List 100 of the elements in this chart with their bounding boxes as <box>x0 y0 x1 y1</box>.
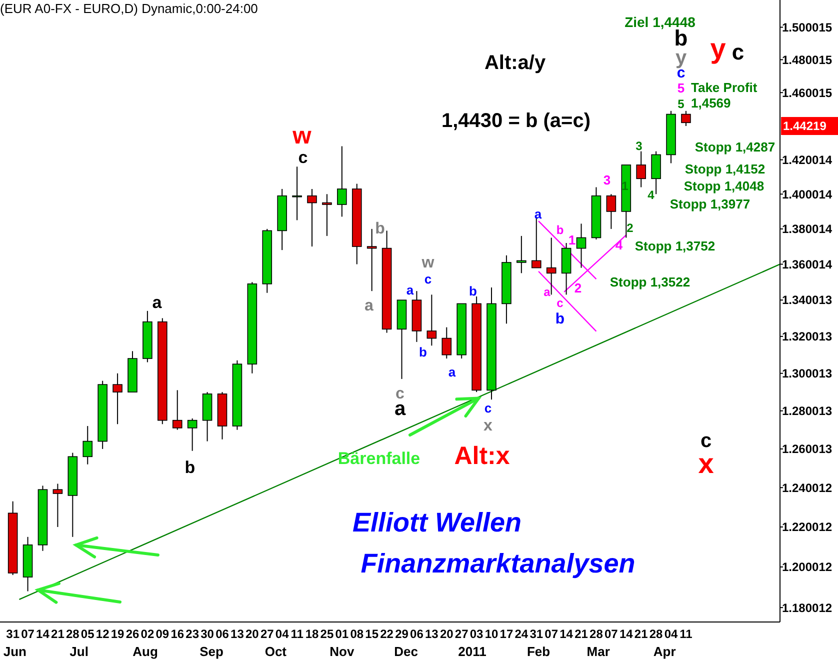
annotation: c <box>732 40 744 65</box>
annotation: 4 <box>648 188 655 202</box>
y-tick-label: 1.200012 <box>782 560 832 574</box>
x-tick-label: 21 <box>574 627 588 641</box>
candlestick <box>516 235 526 274</box>
x-tick-label: 19 <box>110 627 125 641</box>
x-tick-label: 11 <box>290 627 304 641</box>
x2-tick-label: Jun <box>3 644 27 659</box>
x-tick-label: 13 <box>424 627 439 641</box>
x-tick-label: 04 <box>275 627 290 641</box>
annotation: b <box>375 220 386 238</box>
annotation: b <box>469 284 478 299</box>
y-tick-label: 1.500015 <box>782 20 832 34</box>
annotation: c <box>556 296 564 310</box>
x2-tick-label: Apr <box>653 644 676 659</box>
x-tick-label: 20 <box>245 627 260 641</box>
annotation: w <box>292 122 312 150</box>
annotation: Stopp 1,4287 <box>694 140 776 155</box>
annotation: x <box>484 418 493 435</box>
annotation: 3 <box>636 139 643 154</box>
x2-tick-label: Dec <box>394 644 418 659</box>
x2-tick-label: Mar <box>586 644 610 659</box>
x-tick-label: 14 <box>36 627 50 641</box>
annotation: w <box>420 254 435 272</box>
y-tick-label: 1.240012 <box>782 480 832 495</box>
annotation: 5 <box>678 97 685 112</box>
y-tick-label: 1.420014 <box>782 152 832 167</box>
candlestick <box>576 223 586 268</box>
x-tick-label: 26 <box>126 627 140 641</box>
x-tick-label: 27 <box>260 627 274 641</box>
y-tick-label: 1.340013 <box>782 293 832 308</box>
y-tick-label: 1.220012 <box>782 520 832 534</box>
candlestick <box>531 218 542 268</box>
annotation: a <box>534 206 542 222</box>
candlestick <box>366 228 377 292</box>
annotation: 1,4430 = b (a=c) <box>442 110 590 132</box>
annotation: Stopp 1,4152 <box>684 162 766 177</box>
candlestick <box>307 188 317 248</box>
annotation: 1 <box>568 232 576 248</box>
annotation: c <box>424 272 432 287</box>
annotation: 2 <box>626 221 634 236</box>
x-tick-label: 24 <box>514 627 528 641</box>
x2-tick-label: Jul <box>70 644 88 659</box>
candlestick <box>187 418 198 452</box>
x-tick-label: 17 <box>500 627 514 641</box>
y-tick-label: 1.360014 <box>782 257 832 272</box>
candlestick <box>442 326 452 360</box>
text: 1.44219 <box>783 119 827 134</box>
candlestick <box>292 166 302 221</box>
candlestick <box>82 426 93 465</box>
x-tick-label: 07 <box>544 627 558 641</box>
x-tick-label: 11 <box>680 627 693 641</box>
y-tick-label: 1.480015 <box>782 52 832 67</box>
x2-tick-label: Oct <box>264 644 288 659</box>
x-tick-label: 28 <box>66 627 80 641</box>
candlestick <box>681 110 691 126</box>
candlestick <box>112 372 122 425</box>
x-tick-label: 31 <box>6 627 20 641</box>
annotation: 3 <box>603 172 611 188</box>
annotation: Take Profit 1,4569 <box>691 80 758 110</box>
x-tick-label: 09 <box>156 627 170 641</box>
annotation: b <box>555 310 565 328</box>
candlestick <box>172 390 182 430</box>
x-tick-label: 10 <box>484 627 498 641</box>
annotation: b <box>419 344 428 360</box>
x-tick-label: 16 <box>170 627 184 641</box>
x-tick-label: 07 <box>604 627 618 641</box>
annotation: a <box>152 292 162 312</box>
x2-tick-label: 2011 <box>458 644 486 659</box>
chart-title: (EUR A0-FX - EURO,D) Dynamic,0:00-24:00 <box>0 1 258 16</box>
annotation: b <box>184 458 196 477</box>
x-tick-label: 31 <box>530 627 544 641</box>
x-tick-label: 05 <box>80 627 95 641</box>
annotation: a <box>364 298 374 315</box>
annotation: a <box>448 364 456 380</box>
candlestick <box>606 194 616 230</box>
x-tick-label: 22 <box>380 627 394 641</box>
annotation: c <box>298 148 308 167</box>
annotation: a <box>544 285 551 300</box>
annotation: Stopp 1,3977 <box>670 196 750 212</box>
x2-tick-label: Feb <box>526 644 550 659</box>
x-tick-label: 25 <box>320 627 334 641</box>
candlestick <box>636 150 646 188</box>
y-tick-label: 1.300013 <box>782 366 832 381</box>
annotation: Stopp 1,3522 <box>610 274 690 290</box>
x-tick-label: 29 <box>395 627 409 641</box>
x-tick-label: 27 <box>454 627 469 641</box>
x-tick-label: 18 <box>305 627 319 641</box>
x2-tick-label: Nov <box>330 644 355 659</box>
candlestick <box>337 146 347 218</box>
x-tick-label: 13 <box>230 627 244 641</box>
y-tick-label: 1.400014 <box>782 187 832 202</box>
annotation: Bärenfalle <box>338 448 420 468</box>
annotation: b <box>556 223 564 238</box>
y-tick-label: 1.280013 <box>782 404 832 418</box>
x-tick-label: 01 <box>335 627 349 641</box>
x-tick-label: 08 <box>350 627 364 641</box>
x-tick-label: 23 <box>186 627 200 641</box>
annotation: 5 <box>677 80 685 96</box>
candlestick <box>52 483 63 528</box>
